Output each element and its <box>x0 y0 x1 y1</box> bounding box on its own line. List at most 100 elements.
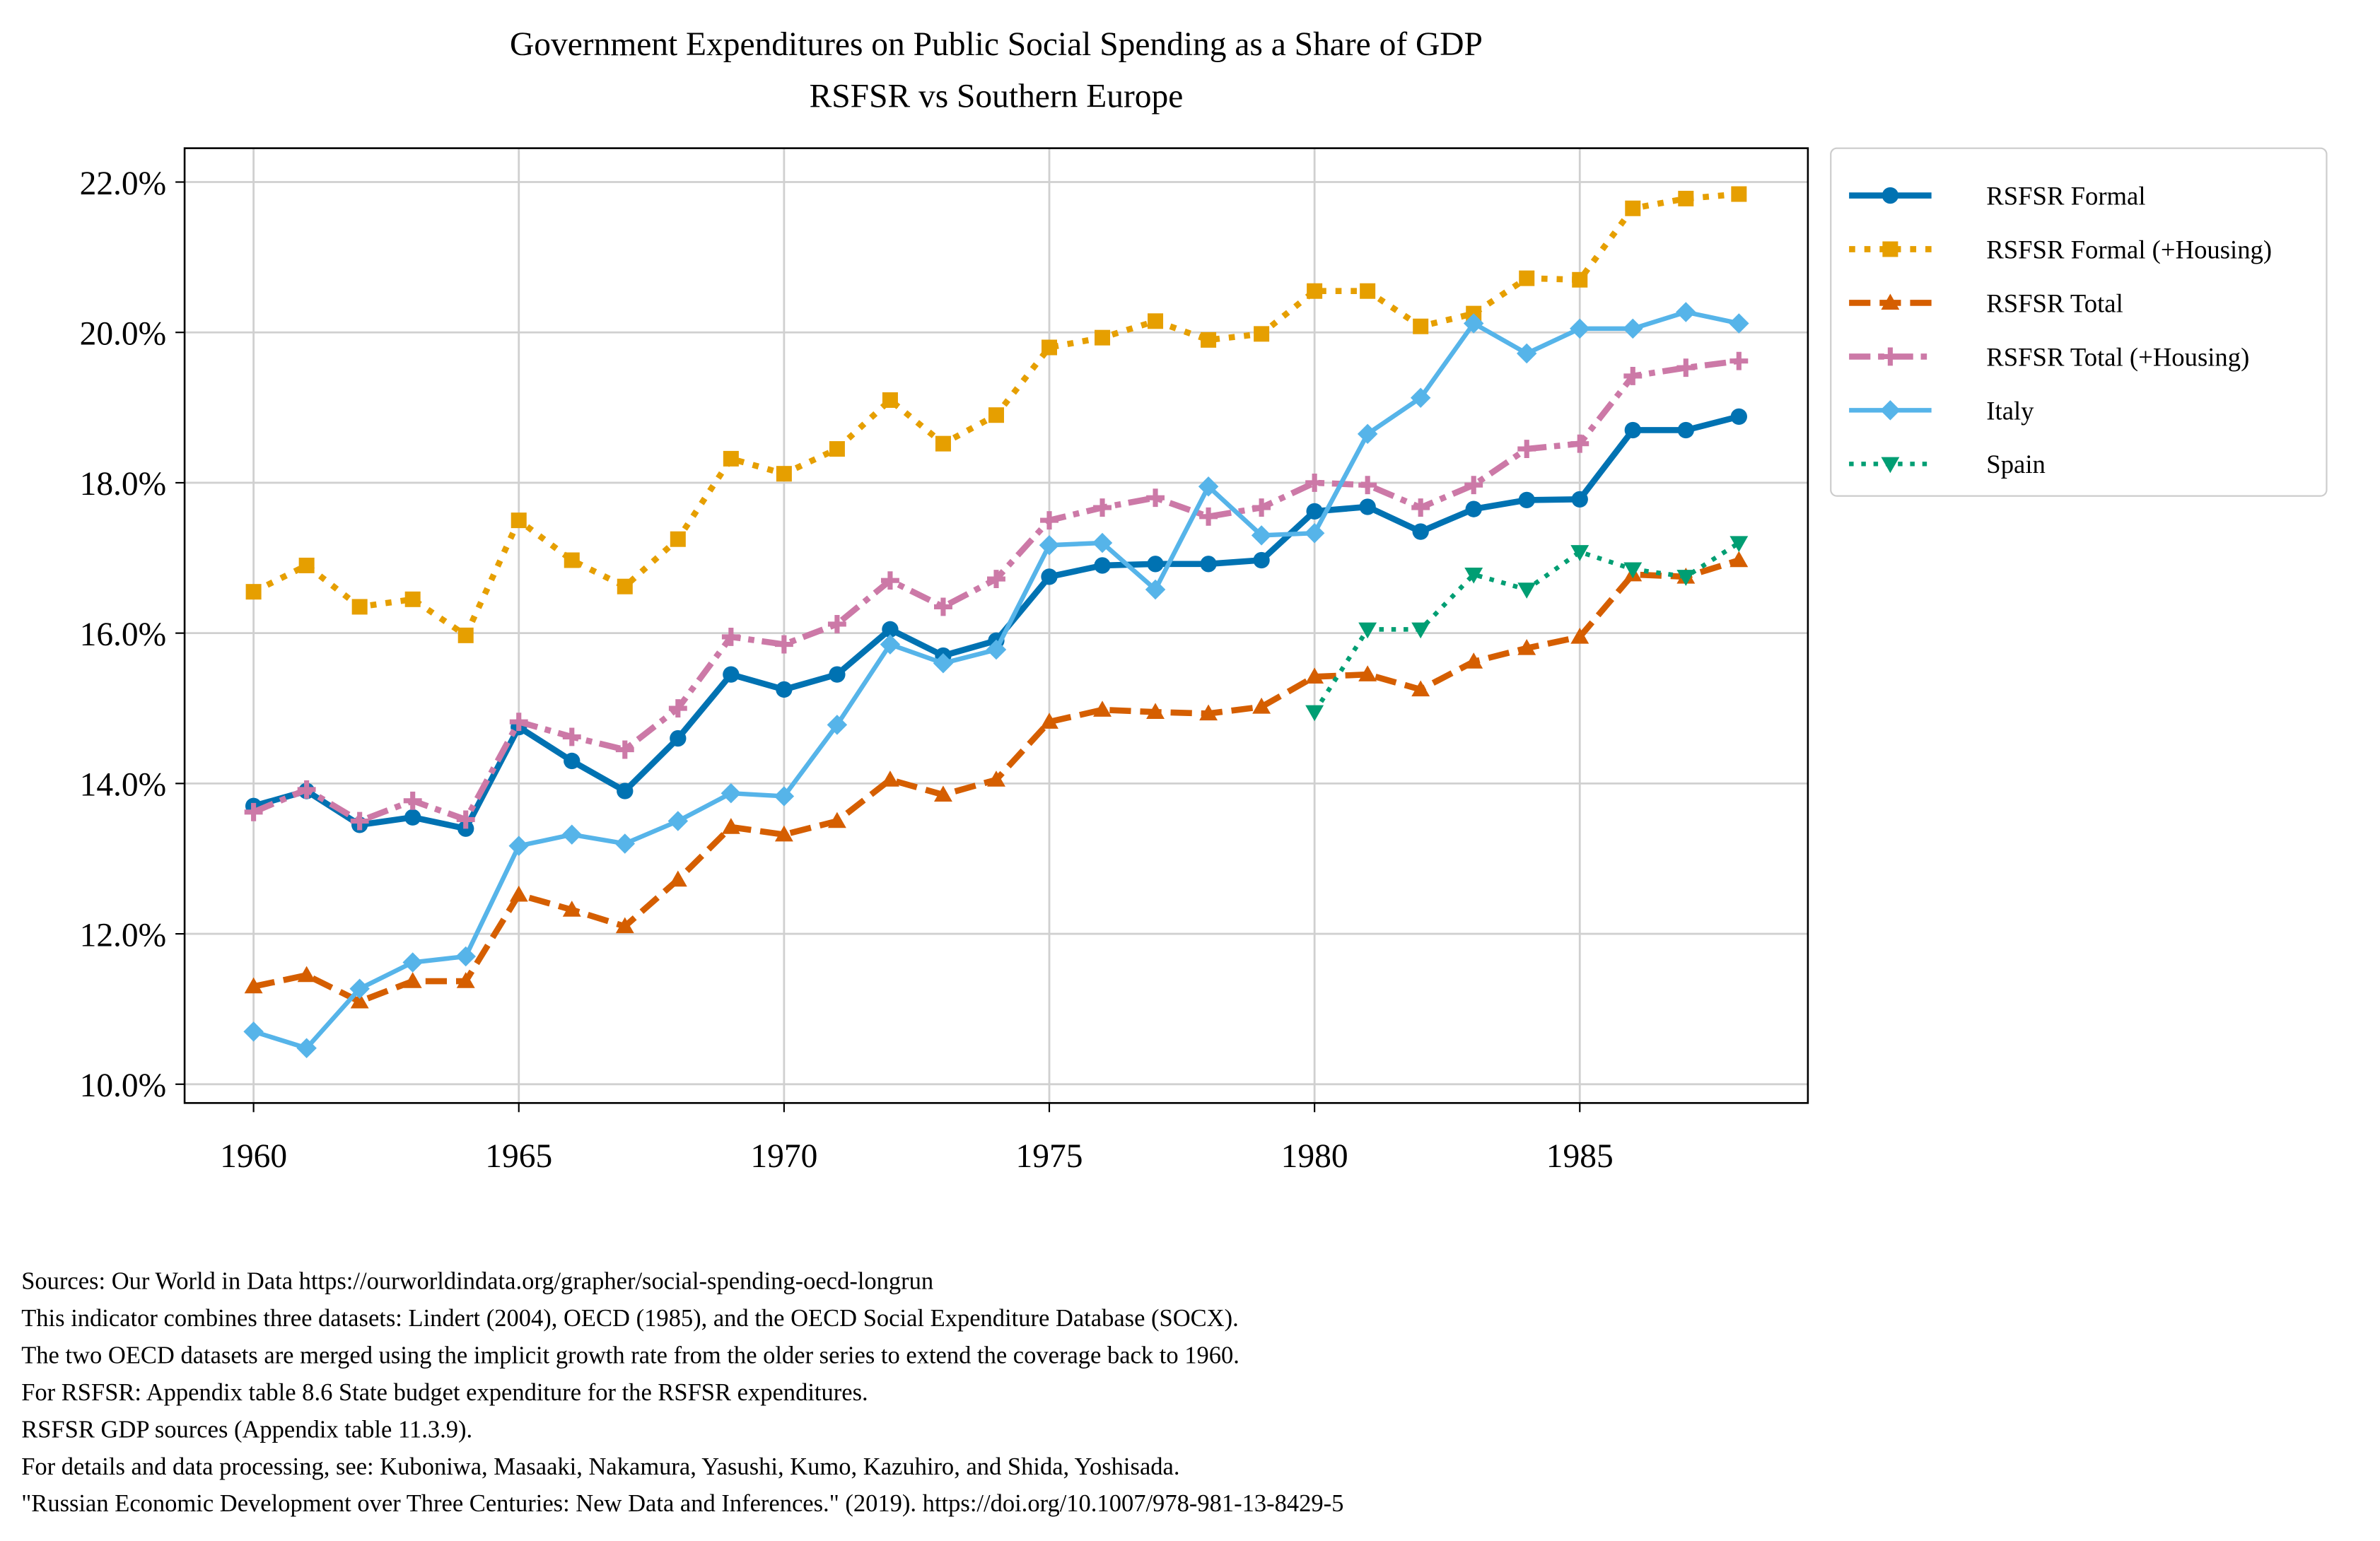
data-point <box>1517 638 1536 655</box>
data-point <box>350 992 369 1009</box>
data-point <box>935 435 951 452</box>
data-point <box>829 441 845 457</box>
data-point <box>1252 697 1271 714</box>
data-point <box>1358 665 1377 681</box>
series-line <box>252 358 1739 824</box>
data-point <box>880 634 901 655</box>
data-point <box>244 802 263 821</box>
data-point <box>1305 473 1324 492</box>
data-point <box>1040 713 1058 729</box>
data-point <box>1041 568 1058 585</box>
data-point <box>1411 498 1430 517</box>
series-rsfsr-total-housing <box>244 351 1749 831</box>
data-point <box>1729 536 1749 552</box>
data-point <box>297 780 316 799</box>
data-point <box>1305 705 1324 722</box>
data-point <box>402 952 423 973</box>
legend-marker <box>1881 347 1900 366</box>
footnote-line: For RSFSR: Appendix table 8.6 State budg… <box>21 1379 868 1406</box>
data-point <box>1200 556 1217 573</box>
legend-item: Italy <box>1849 396 2034 425</box>
data-point <box>1304 522 1325 544</box>
data-point <box>1199 704 1218 721</box>
legend-item: RSFSR Formal <box>1849 181 2146 210</box>
data-point <box>1677 421 1694 439</box>
data-point <box>880 770 899 787</box>
data-point <box>562 901 581 917</box>
footnotes: Sources: Our World in Data https://ourwo… <box>21 1268 1343 1518</box>
data-point <box>1095 329 1111 346</box>
x-tick-label: 1960 <box>220 1138 287 1175</box>
data-point <box>1413 318 1429 334</box>
data-point <box>1306 503 1323 520</box>
data-point <box>456 972 475 988</box>
data-point <box>668 870 687 887</box>
y-tick-label: 20.0% <box>80 315 167 352</box>
data-point <box>827 715 848 735</box>
data-point <box>882 621 899 638</box>
data-point <box>351 599 368 615</box>
data-point <box>615 917 634 934</box>
data-point <box>509 713 528 732</box>
data-point <box>1411 622 1430 639</box>
data-point <box>1147 556 1164 573</box>
data-point <box>1624 421 1641 439</box>
data-point <box>1146 488 1165 508</box>
series-line <box>1312 541 1741 714</box>
data-point <box>245 584 262 600</box>
y-tick-label: 14.0% <box>80 767 167 804</box>
data-point <box>880 571 899 590</box>
data-point <box>1517 440 1536 459</box>
x-tick-label: 1985 <box>1546 1138 1614 1175</box>
footnote-line: This indicator combines three datasets: … <box>21 1305 1239 1332</box>
x-tick-label: 1975 <box>1016 1138 1083 1175</box>
data-point <box>404 591 421 607</box>
data-point <box>1519 270 1535 286</box>
data-point <box>987 570 1005 589</box>
legend-marker <box>1881 293 1900 310</box>
data-point <box>986 639 1007 660</box>
data-point <box>1676 302 1696 322</box>
data-point <box>1148 313 1164 329</box>
legend-marker <box>1880 400 1901 421</box>
data-point <box>721 628 740 646</box>
legend-item: RSFSR Formal (+Housing) <box>1849 235 2272 264</box>
data-point <box>934 785 952 802</box>
data-point <box>723 666 740 683</box>
data-point <box>1092 532 1113 553</box>
data-point <box>776 681 793 698</box>
legend-label: Spain <box>1986 450 2046 479</box>
data-point <box>562 727 581 746</box>
footnote-line: The two OECD datasets are merged using t… <box>21 1342 1239 1369</box>
data-point <box>456 810 475 829</box>
data-point <box>617 578 633 594</box>
legend-label: RSFSR Total (+Housing) <box>1986 342 2249 371</box>
data-point <box>457 627 474 643</box>
data-point <box>829 666 846 683</box>
footnote-line: "Russian Economic Development over Three… <box>21 1490 1343 1517</box>
footnote-line: For details and data processing, see: Ku… <box>21 1453 1179 1480</box>
data-point <box>667 811 689 831</box>
data-point <box>1570 628 1589 644</box>
data-point <box>1570 434 1589 453</box>
y-tick-label: 16.0% <box>80 616 167 653</box>
plot-frame <box>183 147 1809 1104</box>
data-point <box>827 811 846 828</box>
data-point <box>561 824 583 845</box>
legend-box <box>1830 147 2328 497</box>
data-point <box>1410 387 1431 409</box>
legend-label: RSFSR Total <box>1986 288 2123 317</box>
legend-label: RSFSR Formal (+Housing) <box>1986 235 2272 264</box>
data-point <box>723 450 739 467</box>
y-tick-label: 12.0% <box>80 917 167 954</box>
data-point <box>1359 498 1376 515</box>
data-point <box>1252 498 1271 517</box>
data-point <box>670 531 686 547</box>
data-point <box>1678 190 1694 206</box>
data-point <box>508 836 529 856</box>
data-point <box>1516 343 1537 364</box>
data-point <box>455 946 476 967</box>
data-point <box>1412 523 1429 540</box>
x-tick-label: 1970 <box>750 1138 817 1175</box>
data-point <box>1676 358 1696 377</box>
